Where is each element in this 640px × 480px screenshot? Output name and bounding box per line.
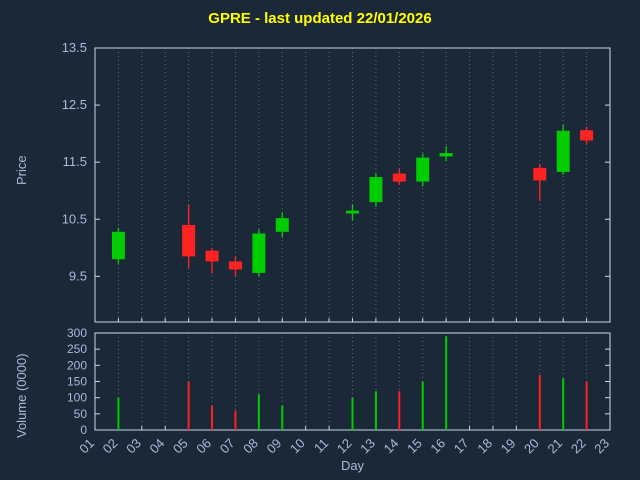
svg-text:300: 300 — [67, 326, 87, 340]
svg-text:16: 16 — [427, 436, 448, 457]
candle-body — [182, 224, 196, 257]
candle-body — [346, 210, 359, 214]
grid-lines — [94, 48, 611, 430]
svg-text:03: 03 — [123, 436, 144, 457]
candle-body — [111, 231, 125, 260]
svg-text:9.5: 9.5 — [69, 268, 87, 283]
svg-text:01: 01 — [76, 436, 97, 457]
svg-text:15: 15 — [404, 436, 425, 457]
candle-body — [580, 130, 594, 141]
candles — [111, 125, 594, 277]
volume-bars — [117, 336, 588, 430]
axes — [94, 47, 611, 431]
candle-body — [556, 130, 570, 172]
svg-text:06: 06 — [193, 436, 214, 457]
svg-text:08: 08 — [240, 436, 261, 457]
svg-text:13: 13 — [357, 436, 378, 457]
svg-text:12.5: 12.5 — [62, 97, 87, 112]
candle-body — [252, 233, 266, 273]
svg-text:10: 10 — [287, 436, 308, 457]
svg-text:11.5: 11.5 — [63, 154, 87, 169]
svg-text:50: 50 — [74, 407, 88, 421]
svg-text:17: 17 — [451, 436, 472, 457]
svg-text:20: 20 — [521, 436, 542, 457]
candle-body — [439, 153, 453, 157]
svg-text:05: 05 — [170, 436, 191, 457]
svg-text:22: 22 — [568, 436, 589, 457]
candle-body — [205, 250, 219, 262]
svg-text:19: 19 — [498, 436, 519, 457]
candle-body — [369, 177, 383, 203]
svg-text:0: 0 — [80, 423, 87, 437]
svg-text:07: 07 — [217, 436, 238, 457]
day-tick-labels: 01 02 03 04 05 06 07 08 09 10 11 12 13 14 15 16 17 18 19 20… — [76, 436, 612, 457]
svg-text:18: 18 — [474, 436, 495, 457]
candle-body — [228, 261, 242, 270]
svg-text:11: 11 — [311, 436, 331, 456]
svg-text:10.5: 10.5 — [62, 211, 87, 226]
svg-text:04: 04 — [147, 436, 168, 457]
candle-body — [392, 173, 406, 182]
svg-text:23: 23 — [591, 436, 612, 457]
svg-text:21: 21 — [544, 436, 565, 457]
svg-text:13.5: 13.5 — [62, 40, 87, 55]
volume-tick-labels: 0 50 100 150 200 250 300 — [67, 326, 87, 437]
svg-text:100: 100 — [67, 391, 87, 405]
svg-text:200: 200 — [67, 358, 87, 372]
svg-text:09: 09 — [264, 436, 285, 457]
svg-text:12: 12 — [334, 436, 355, 457]
candle-body — [275, 218, 289, 232]
svg-text:250: 250 — [67, 342, 87, 356]
candle-body — [416, 157, 430, 182]
candle-body — [533, 167, 547, 181]
price-tick-labels: 9.5 10.5 11.5 12.5 13.5 — [62, 40, 87, 283]
svg-text:02: 02 — [100, 436, 121, 457]
svg-text:14: 14 — [381, 436, 402, 457]
svg-text:150: 150 — [67, 375, 87, 389]
